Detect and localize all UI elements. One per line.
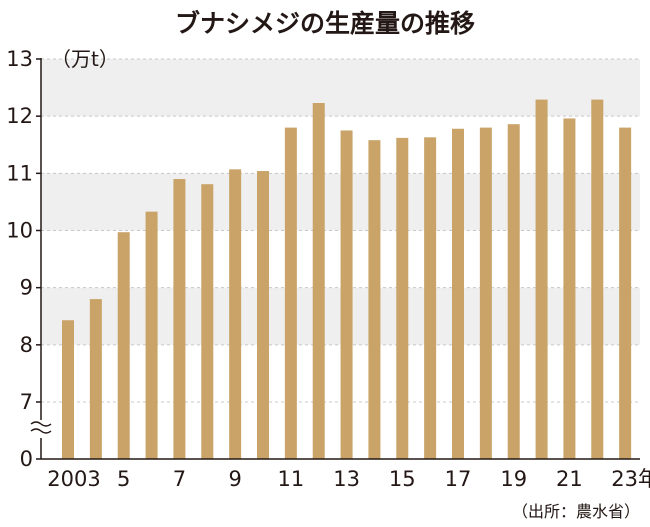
bar — [62, 320, 74, 459]
background-band — [41, 173, 640, 231]
bar — [257, 171, 269, 459]
bar — [479, 127, 492, 459]
y-tick-label: 0 — [20, 447, 33, 471]
background-band — [41, 287, 640, 345]
bar — [89, 299, 102, 459]
bar — [312, 103, 325, 459]
bar — [229, 169, 242, 459]
bar — [173, 179, 186, 460]
x-tick-label: 5 — [117, 467, 130, 491]
x-tick-label: 15 — [389, 467, 416, 491]
y-tick-label: 9 — [20, 276, 33, 300]
x-tick-label: 19 — [500, 467, 527, 491]
x-tick-label: 9 — [228, 467, 241, 491]
y-tick-label: 12 — [6, 104, 33, 128]
bar — [368, 140, 381, 459]
x-tick-label: 21 — [556, 467, 583, 491]
x-tick-label: 2003 — [47, 467, 100, 491]
y-tick-label: 8 — [20, 333, 33, 357]
bar — [563, 118, 576, 459]
bar — [396, 137, 409, 459]
x-tick-labels: 2003 5 7 9 11 13 15 17 19 21 23年 — [47, 467, 650, 491]
bar — [535, 99, 548, 460]
bar — [145, 211, 158, 459]
bars — [62, 99, 632, 460]
x-tick-label: 7 — [173, 467, 186, 491]
x-tick-label: 23年 — [611, 467, 650, 491]
background-band — [41, 59, 640, 117]
y-unit-label: （万t） — [51, 47, 119, 71]
y-tick-label: 7 — [20, 390, 33, 414]
axis-break-mark — [30, 421, 52, 427]
axes — [30, 58, 640, 460]
x-tick-label: 13 — [333, 467, 360, 491]
source-note: （出所：農水省） — [512, 502, 640, 521]
bar — [591, 99, 604, 460]
bar — [452, 128, 464, 459]
y-tick-label: 11 — [6, 161, 33, 185]
x-tick-label: 17 — [445, 467, 472, 491]
y-tick-label: 10 — [6, 219, 33, 243]
chart-title: ブナシメジの生産量の推移 — [175, 9, 475, 38]
background-bands — [41, 59, 640, 345]
y-tick-label: 13 — [6, 47, 33, 71]
bar — [117, 232, 130, 459]
axis-break-mark — [30, 428, 52, 434]
y-tick-labels: 13 12 11 10 9 8 7 0 — [6, 47, 33, 471]
bar — [201, 184, 214, 459]
bar — [284, 127, 297, 459]
x-tick-label: 11 — [277, 467, 304, 491]
bar — [619, 127, 632, 459]
bar — [424, 137, 437, 459]
bar — [340, 130, 353, 460]
bar — [507, 124, 520, 460]
